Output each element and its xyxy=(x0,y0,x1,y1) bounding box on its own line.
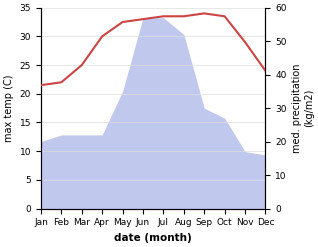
Y-axis label: med. precipitation
(kg/m2): med. precipitation (kg/m2) xyxy=(292,63,314,153)
Y-axis label: max temp (C): max temp (C) xyxy=(4,74,14,142)
X-axis label: date (month): date (month) xyxy=(114,233,192,243)
